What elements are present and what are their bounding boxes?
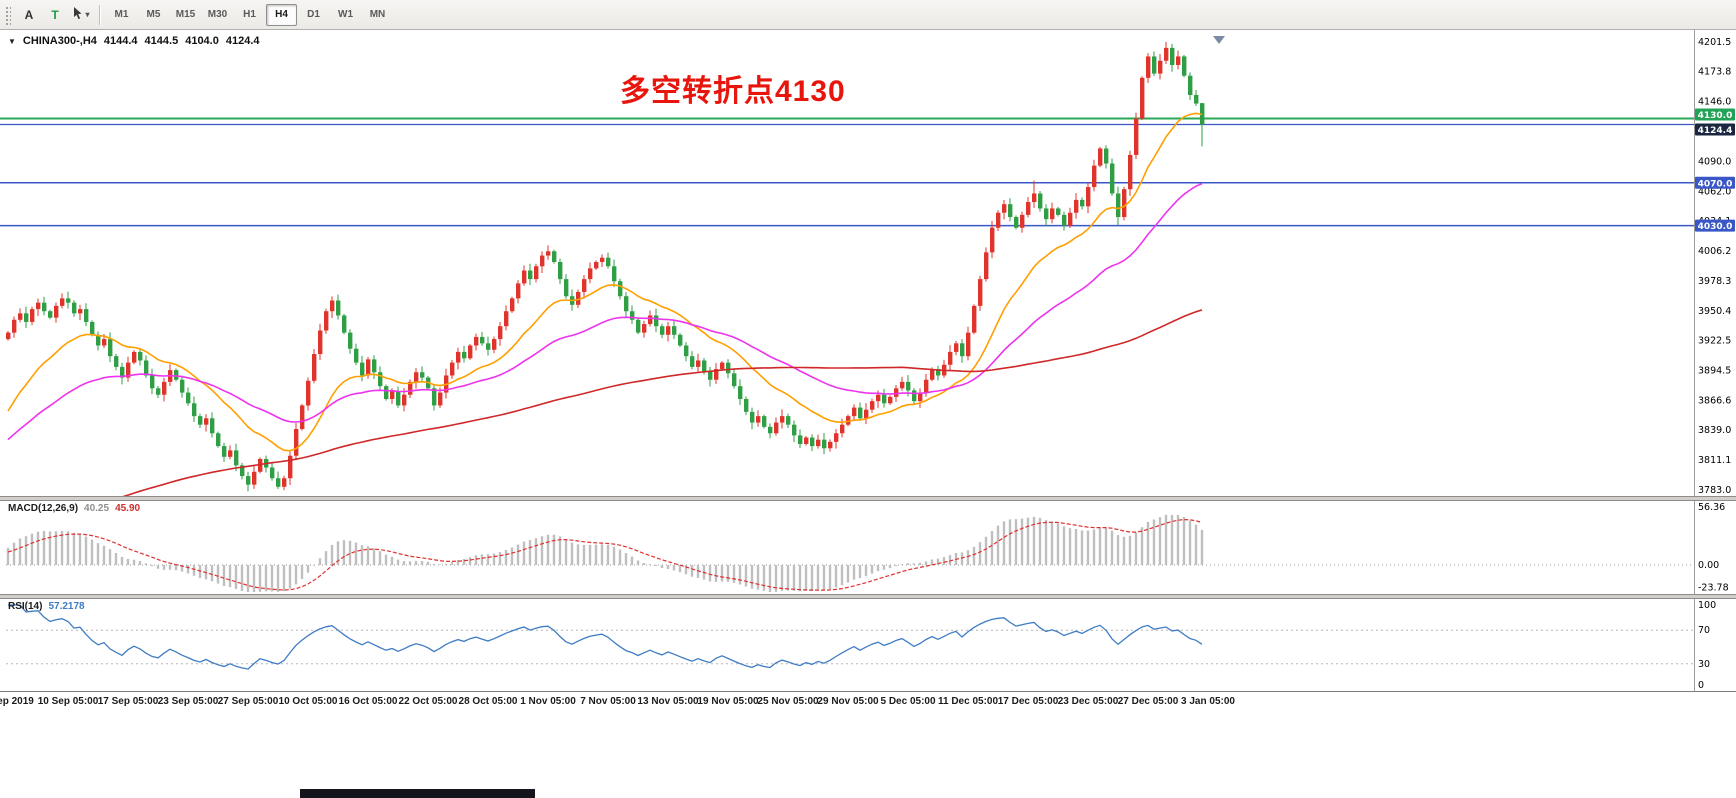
time-axis-label: 11 Dec 05:00 (937, 696, 999, 707)
chevron-down-icon: ▾ (85, 10, 90, 19)
svg-text:4201.5: 4201.5 (1698, 37, 1731, 48)
chart-header: ▼ CHINA300-,H4 4144.4 4144.5 4104.0 4124… (8, 35, 260, 47)
macd-signal-value: 45.90 (115, 503, 141, 514)
time-axis-label: 17 Sep 05:00 (97, 696, 159, 707)
ohlc-close: 4124.4 (225, 35, 260, 47)
timeframe-button-m5[interactable]: M5 (146, 9, 161, 20)
timeframe-button-h1[interactable]: H1 (243, 9, 256, 20)
svg-text:3978.3: 3978.3 (1698, 276, 1731, 287)
svg-text:4124.4: 4124.4 (1698, 126, 1733, 136)
taskbar-fragment (300, 789, 535, 798)
svg-text:3839.0: 3839.0 (1698, 425, 1731, 436)
symbol-label: CHINA300-,H4 (22, 35, 97, 47)
timeframe-button-d1[interactable]: D1 (307, 9, 320, 20)
timeframe-button-m30[interactable]: M30 (207, 9, 228, 20)
svg-text:0.00: 0.00 (1698, 560, 1719, 571)
time-axis-label: 23 Dec 05:00 (1057, 696, 1119, 707)
panel-splitter-macd[interactable] (0, 496, 1736, 501)
macd-main-value: 40.25 (84, 503, 110, 514)
ohlc-open: 4144.4 (103, 35, 138, 47)
time-axis-label: 27 Dec 05:00 (1117, 696, 1179, 707)
svg-text:-23.78: -23.78 (1698, 582, 1729, 593)
svg-text:3783.0: 3783.0 (1698, 485, 1731, 496)
time-axis-label: 16 Oct 05:00 (338, 696, 398, 707)
time-axis-label: 23 Sep 05:00 (157, 696, 219, 707)
main-chart[interactable]: 4201.54173.84146.04118.14090.04062.04034… (0, 30, 1736, 496)
time-axis-label: 27 Sep 05:00 (217, 696, 279, 707)
svg-text:4173.8: 4173.8 (1698, 67, 1731, 78)
ohlc-high: 4144.5 (144, 35, 179, 47)
text-label-tool-button[interactable]: A (17, 3, 41, 27)
svg-text:0: 0 (1698, 680, 1704, 691)
svg-text:70: 70 (1698, 625, 1710, 636)
timeframe-group: M1 M5 M15 M30 H1 H4 D1 W1 MN (106, 3, 393, 26)
time-axis-label: 5 Dec 05:00 (880, 696, 936, 707)
timeframe-button-m1[interactable]: M1 (114, 9, 129, 20)
svg-text:56.36: 56.36 (1698, 502, 1725, 513)
rsi-chart[interactable]: 100 70 30 0 (0, 599, 1736, 691)
timeframe-button-h4[interactable]: H4 (266, 3, 297, 26)
svg-text:4030.0: 4030.0 (1698, 222, 1733, 232)
time-axis-label: 4 Sep 2019 (0, 696, 34, 707)
time-axis-label: 13 Nov 05:00 (637, 696, 699, 707)
macd-chart[interactable]: 56.36 0.00 -23.78 (0, 501, 1736, 594)
svg-text:4130.0: 4130.0 (1698, 111, 1733, 121)
timeframe-button-m15[interactable]: M15 (175, 9, 196, 20)
toolbar: A T ▾ M1 M5 M15 M30 H1 H4 D1 W1 MN (0, 0, 1736, 30)
svg-text:4062.0: 4062.0 (1698, 186, 1731, 197)
svg-text:30: 30 (1698, 659, 1710, 670)
time-axis-label: 10 Sep 05:00 (37, 696, 99, 707)
time-axis-label: 1 Nov 05:00 (520, 696, 576, 707)
toolbar-grip[interactable] (4, 4, 11, 25)
time-axis-label: 17 Dec 05:00 (997, 696, 1059, 707)
timeframe-button-w1[interactable]: W1 (338, 9, 353, 20)
time-axis-label: 28 Oct 05:00 (458, 696, 518, 707)
svg-text:3922.5: 3922.5 (1698, 336, 1731, 347)
svg-text:4090.0: 4090.0 (1698, 156, 1731, 167)
time-axis-label: 10 Oct 05:00 (278, 696, 338, 707)
svg-text:4070.0: 4070.0 (1698, 179, 1733, 189)
time-axis-label: 19 Nov 05:00 (697, 696, 759, 707)
time-axis-label: 3 Jan 05:00 (1181, 696, 1235, 707)
chart-annotation-text[interactable]: 多空转折点4130 (620, 75, 846, 108)
time-axis-label: 25 Nov 05:00 (757, 696, 819, 707)
svg-text:3950.4: 3950.4 (1698, 306, 1731, 317)
cursor-tool-button[interactable]: ▾ (69, 3, 93, 27)
time-axis-label: 7 Nov 05:00 (580, 696, 636, 707)
rsi-panel[interactable]: 100 70 30 0 RSI(14) 57.2178 (0, 599, 1736, 691)
time-axis-label: 29 Nov 05:00 (817, 696, 879, 707)
svg-text:3866.6: 3866.6 (1698, 396, 1731, 407)
candlestick-chart[interactable]: 4201.54173.84146.04118.14090.04062.04034… (0, 30, 1736, 496)
toolbar-separator (99, 4, 100, 25)
symbol-dropdown-icon[interactable]: ▼ (8, 36, 16, 46)
svg-text:4146.0: 4146.0 (1698, 96, 1731, 107)
svg-text:3894.5: 3894.5 (1698, 366, 1731, 377)
svg-text:100: 100 (1698, 600, 1716, 611)
cursor-icon (72, 6, 83, 23)
bottom-area (0, 713, 1736, 798)
text-label-tool-glyph: A (24, 7, 34, 22)
rsi-label-row: RSI(14) 57.2178 (8, 601, 85, 612)
timeframe-button-mn[interactable]: MN (369, 9, 386, 20)
time-axis-label: 22 Oct 05:00 (398, 696, 458, 707)
svg-text:4006.2: 4006.2 (1698, 246, 1731, 257)
text-tool-button[interactable]: T (43, 3, 67, 27)
svg-text:3811.1: 3811.1 (1698, 455, 1731, 466)
rsi-label: RSI(14) (8, 601, 43, 612)
text-tool-glyph: T (51, 7, 59, 22)
macd-panel[interactable]: 56.36 0.00 -23.78 MACD(12,26,9) 40.25 45.9… (0, 501, 1736, 594)
macd-label: MACD(12,26,9) (8, 503, 79, 514)
macd-label-row: MACD(12,26,9) 40.25 45.90 (8, 503, 140, 514)
ohlc-low: 4104.0 (185, 35, 219, 47)
rsi-value: 57.2178 (48, 601, 85, 612)
panel-splitter-rsi[interactable] (0, 594, 1736, 599)
